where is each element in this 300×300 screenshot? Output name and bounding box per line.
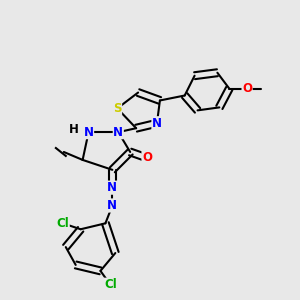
Text: N: N	[84, 126, 94, 139]
Text: O: O	[242, 82, 252, 95]
Text: H: H	[69, 123, 79, 136]
Text: O: O	[142, 152, 152, 164]
Text: S: S	[113, 102, 122, 115]
Text: N: N	[113, 126, 123, 139]
Text: N: N	[107, 181, 117, 194]
Text: N: N	[107, 199, 117, 212]
Text: Cl: Cl	[104, 278, 117, 291]
Text: Cl: Cl	[56, 217, 69, 230]
Text: N: N	[152, 117, 162, 130]
